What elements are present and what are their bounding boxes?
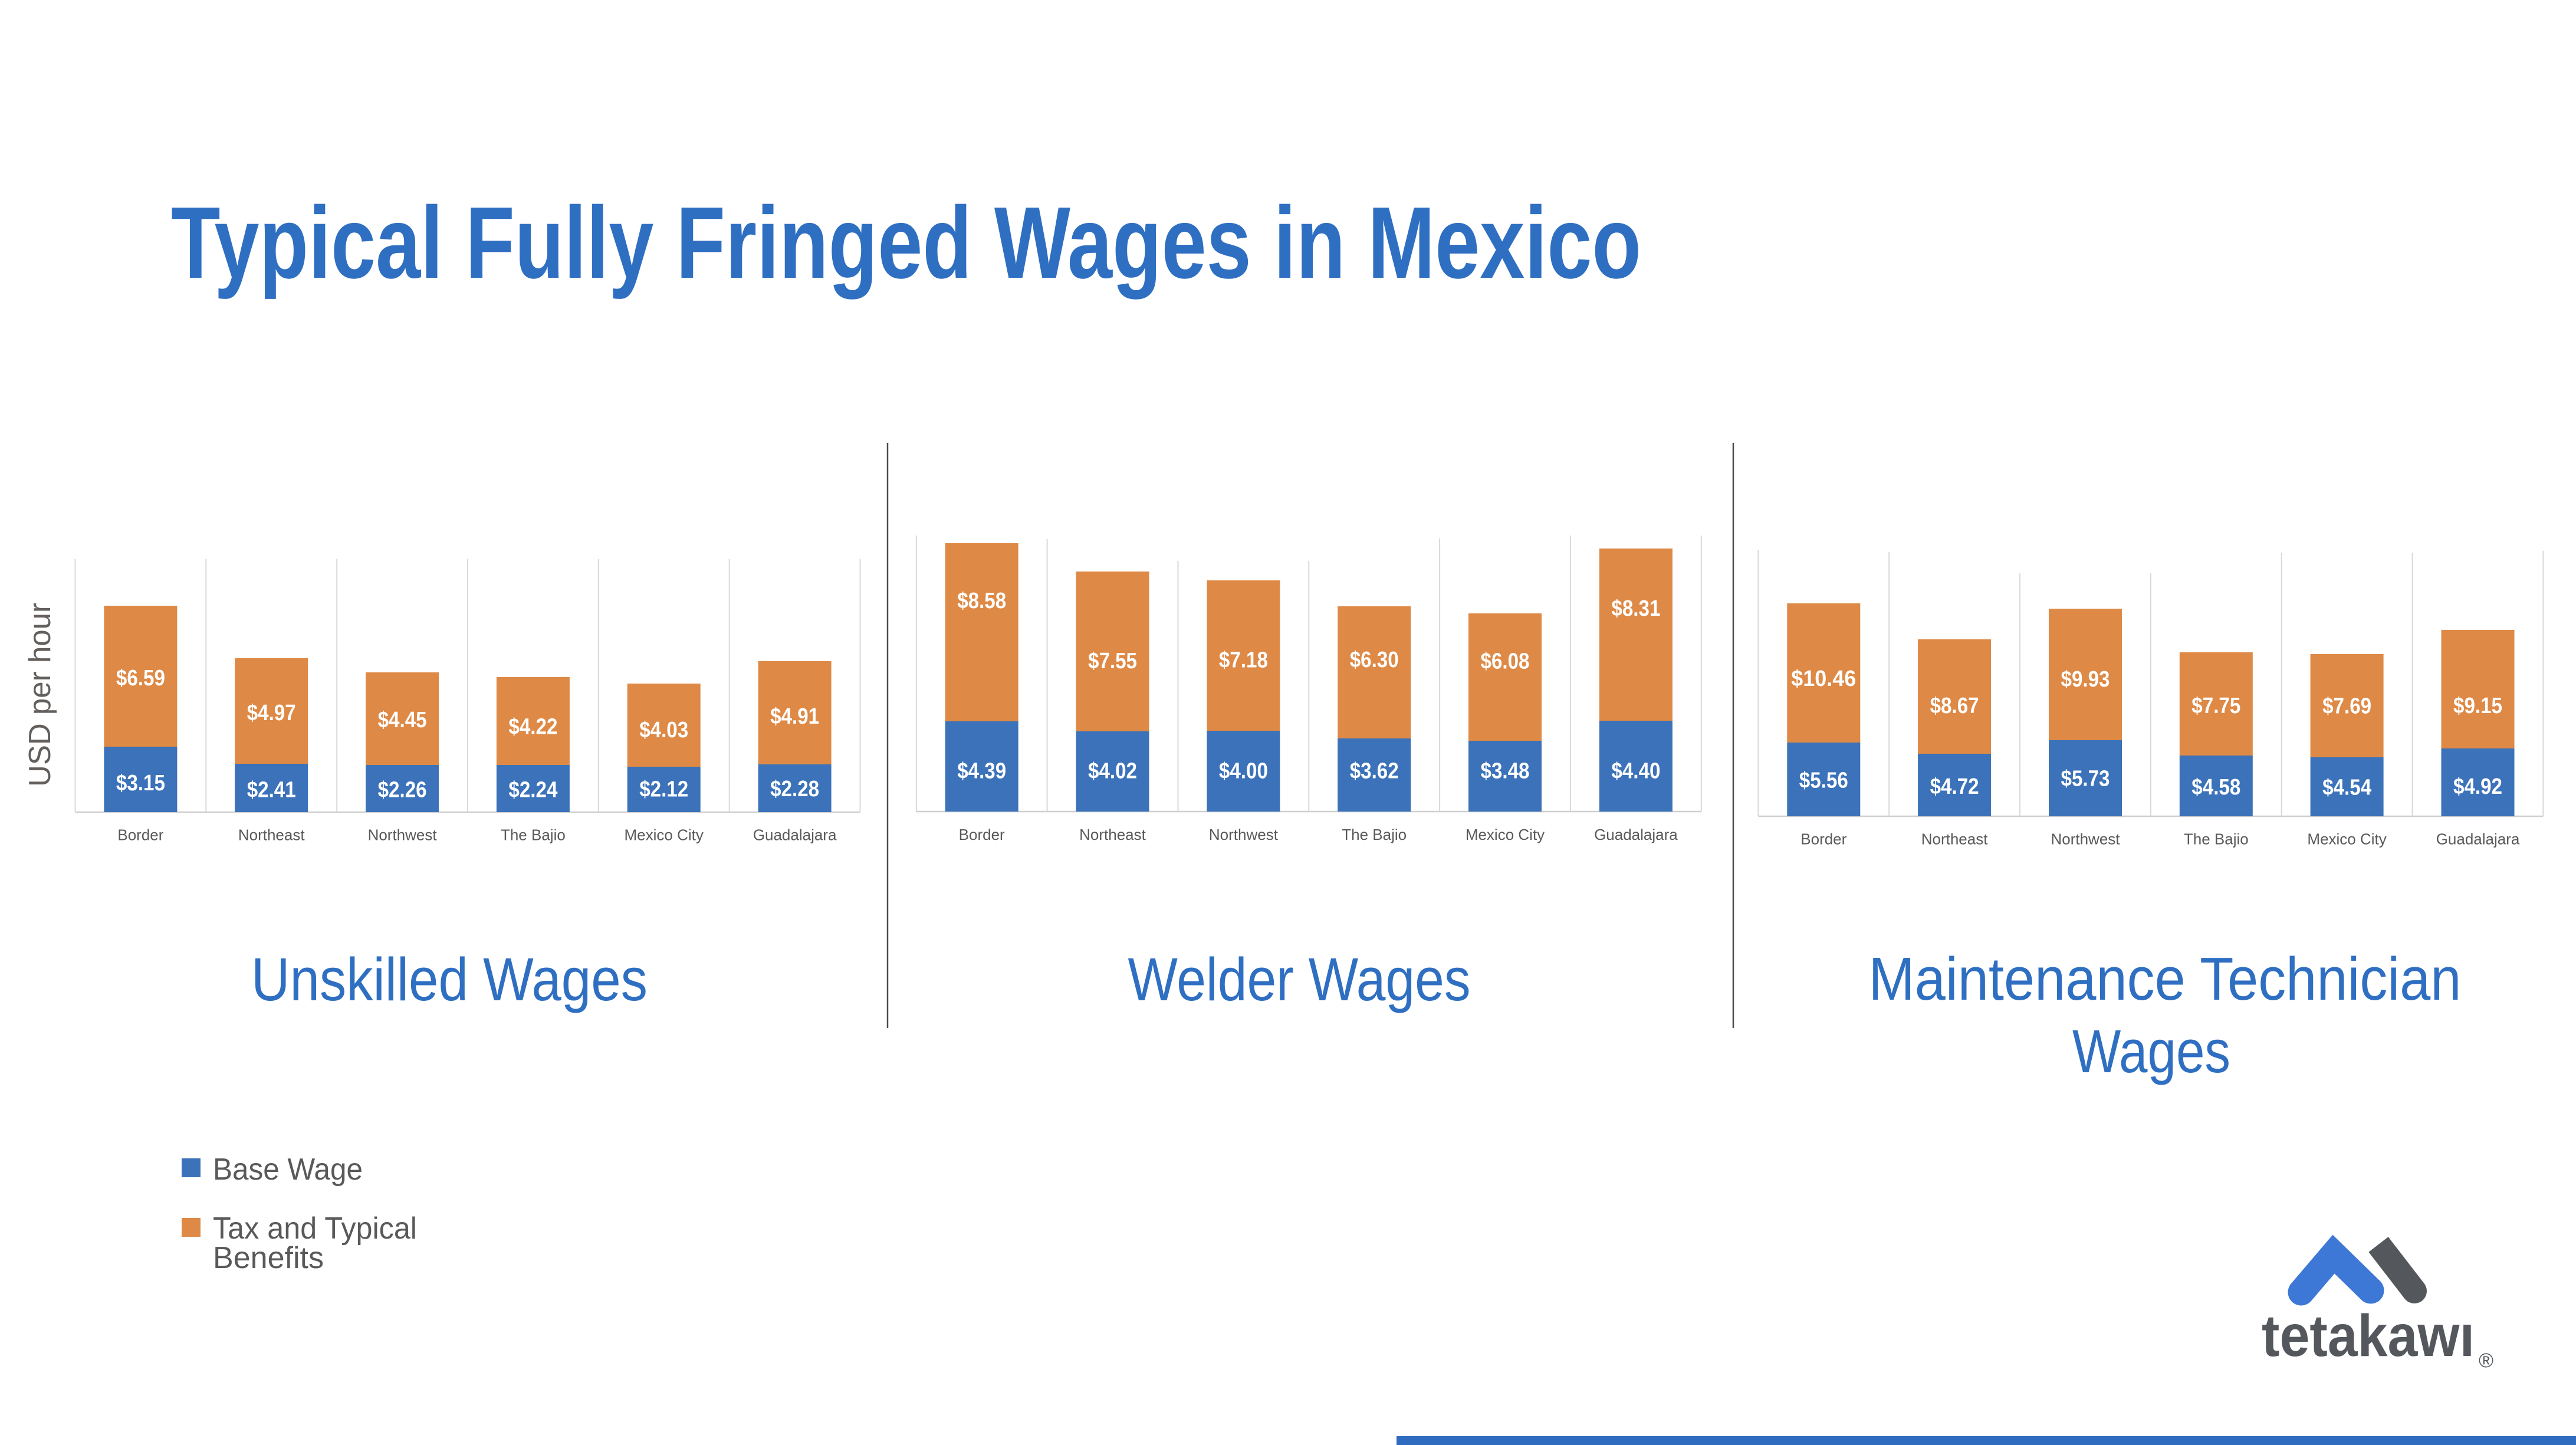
svg-text:$9.93: $9.93	[2061, 667, 2110, 692]
svg-text:$7.69: $7.69	[2322, 694, 2371, 718]
svg-text:tetakawı: tetakawı	[2262, 1303, 2475, 1369]
svg-text:USD per hour: USD per hour	[23, 603, 57, 787]
svg-text:$4.00: $4.00	[1219, 758, 1268, 783]
svg-text:$4.72: $4.72	[1930, 774, 1979, 799]
svg-text:$3.62: $3.62	[1350, 758, 1399, 783]
svg-text:$6.08: $6.08	[1481, 649, 1530, 674]
svg-text:$4.22: $4.22	[508, 714, 557, 739]
svg-text:$4.40: $4.40	[1611, 758, 1660, 783]
svg-text:$2.26: $2.26	[378, 778, 427, 803]
svg-text:Tax and Typical: Tax and Typical	[213, 1211, 417, 1246]
svg-text:Unskilled Wages: Unskilled Wages	[251, 945, 648, 1013]
svg-text:Typical Fully Fringed Wages in: Typical Fully Fringed Wages in Mexico	[171, 185, 1641, 300]
svg-text:$6.59: $6.59	[116, 666, 165, 691]
svg-text:Northeast: Northeast	[238, 826, 305, 844]
svg-text:$8.58: $8.58	[957, 589, 1006, 613]
svg-text:$2.28: $2.28	[770, 777, 819, 802]
svg-text:$10.46: $10.46	[1791, 666, 1856, 691]
svg-text:Northwest: Northwest	[1209, 826, 1279, 843]
svg-text:$4.54: $4.54	[2322, 776, 2371, 800]
svg-text:$4.02: $4.02	[1088, 758, 1137, 783]
svg-text:$4.39: $4.39	[957, 758, 1006, 783]
svg-text:$4.58: $4.58	[2191, 775, 2240, 800]
svg-text:$4.92: $4.92	[2453, 774, 2502, 799]
svg-text:Welder Wages: Welder Wages	[1128, 945, 1471, 1013]
svg-text:Guadalajara: Guadalajara	[1594, 826, 1678, 843]
svg-text:$4.91: $4.91	[770, 704, 819, 729]
svg-text:$6.30: $6.30	[1350, 648, 1399, 672]
svg-text:Mexico City: Mexico City	[1466, 826, 1545, 843]
svg-text:Guadalajara: Guadalajara	[2436, 830, 2520, 848]
svg-text:®: ®	[2479, 1349, 2493, 1372]
svg-text:$2.41: $2.41	[247, 778, 296, 803]
svg-text:$4.45: $4.45	[378, 708, 427, 733]
svg-text:$3.48: $3.48	[1481, 758, 1530, 783]
svg-text:$5.73: $5.73	[2061, 767, 2110, 792]
svg-text:Maintenance Technician: Maintenance Technician	[1869, 945, 2462, 1013]
svg-text:Border: Border	[1800, 830, 1846, 848]
svg-text:Northwest: Northwest	[368, 826, 438, 844]
svg-text:Border: Border	[117, 826, 163, 844]
svg-text:$7.18: $7.18	[1219, 648, 1268, 673]
svg-text:Mexico City: Mexico City	[2307, 830, 2386, 848]
svg-text:Wages: Wages	[2072, 1017, 2230, 1085]
svg-text:Guadalajara: Guadalajara	[753, 826, 837, 844]
svg-text:$5.56: $5.56	[1799, 768, 1848, 793]
svg-text:The Bajio: The Bajio	[1342, 826, 1407, 843]
svg-text:Mexico City: Mexico City	[625, 826, 704, 844]
svg-text:$4.03: $4.03	[639, 718, 688, 743]
svg-text:$7.55: $7.55	[1088, 649, 1137, 674]
svg-text:The Bajio: The Bajio	[501, 826, 566, 844]
svg-text:Northeast: Northeast	[1079, 826, 1146, 843]
svg-text:$9.15: $9.15	[2453, 694, 2502, 718]
svg-text:$3.15: $3.15	[116, 771, 165, 796]
svg-text:The Bajio: The Bajio	[2184, 830, 2249, 848]
svg-text:Northwest: Northwest	[2051, 830, 2120, 848]
svg-text:Benefits: Benefits	[213, 1241, 324, 1275]
svg-text:$8.67: $8.67	[1930, 694, 1979, 718]
svg-text:$8.31: $8.31	[1611, 596, 1660, 621]
svg-text:Border: Border	[959, 826, 1005, 843]
svg-text:$7.75: $7.75	[2191, 694, 2240, 718]
svg-text:Northeast: Northeast	[1921, 830, 1988, 848]
svg-text:Base Wage: Base Wage	[213, 1152, 363, 1187]
svg-text:$4.97: $4.97	[247, 701, 296, 725]
svg-text:$2.12: $2.12	[639, 777, 688, 802]
svg-text:$2.24: $2.24	[508, 778, 557, 803]
